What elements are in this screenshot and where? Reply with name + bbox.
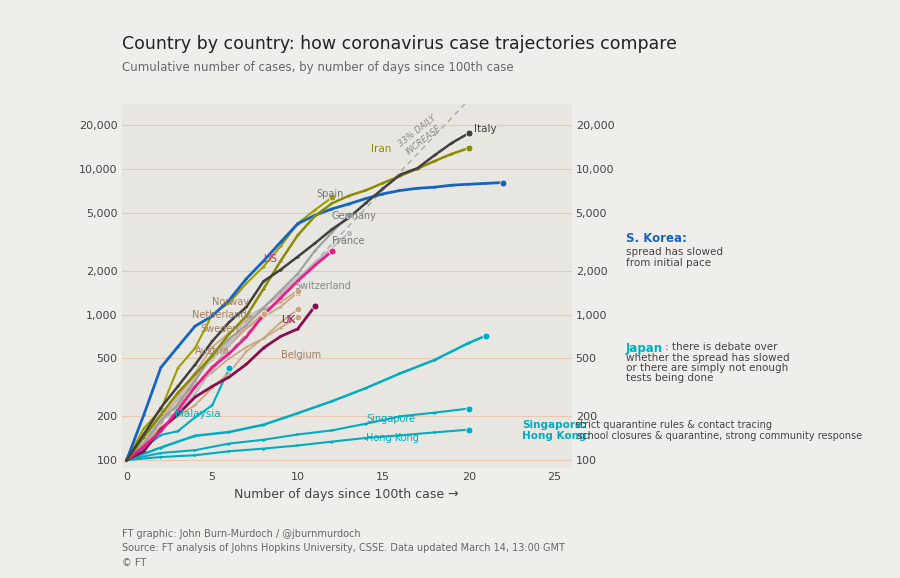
Text: UK: UK [281, 315, 295, 325]
Text: S. Korea:: S. Korea: [626, 232, 687, 245]
Text: France: France [332, 236, 365, 246]
Text: spread has slowed: spread has slowed [626, 247, 723, 257]
Text: Belgium: Belgium [281, 350, 320, 360]
Text: Iran: Iran [372, 144, 392, 154]
Text: whether the spread has slowed: whether the spread has slowed [626, 353, 789, 362]
Text: strict quarantine rules & contact tracing: strict quarantine rules & contact tracin… [572, 420, 771, 430]
Text: 33% DAILY
INCREASE: 33% DAILY INCREASE [397, 114, 445, 157]
Text: Sweden: Sweden [200, 324, 239, 335]
Text: : there is debate over: : there is debate over [665, 342, 778, 352]
Text: from initial pace: from initial pace [626, 258, 711, 268]
Text: Singapore:: Singapore: [522, 420, 586, 430]
Text: Japan: Japan [626, 342, 662, 355]
Text: Hong Kong: Hong Kong [366, 432, 419, 443]
Text: Switzerland: Switzerland [294, 281, 351, 291]
Text: Netherlands: Netherlands [192, 310, 251, 320]
Text: Source: FT analysis of Johns Hopkins University, CSSE. Data updated March 14, 13: Source: FT analysis of Johns Hopkins Uni… [122, 543, 564, 553]
Text: Hong Kong:: Hong Kong: [522, 431, 590, 442]
Text: Country by country: how coronavirus case trajectories compare: Country by country: how coronavirus case… [122, 35, 677, 53]
Text: or there are simply not enough: or there are simply not enough [626, 363, 788, 373]
Text: Malaysia: Malaysia [175, 409, 220, 419]
Text: © FT: © FT [122, 558, 146, 568]
Text: Cumulative number of cases, by number of days since 100th case: Cumulative number of cases, by number of… [122, 61, 513, 73]
Text: school closures & quarantine, strong community response: school closures & quarantine, strong com… [574, 431, 862, 442]
Text: Norway: Norway [212, 297, 249, 307]
Text: Italy: Italy [474, 124, 497, 134]
Text: tests being done: tests being done [626, 373, 713, 383]
X-axis label: Number of days since 100th case →: Number of days since 100th case → [234, 488, 459, 501]
Text: Singapore: Singapore [366, 413, 415, 424]
Text: Spain: Spain [317, 190, 344, 199]
Text: Germany: Germany [332, 211, 377, 221]
Text: FT graphic: John Burn-Murdoch / @jburnmurdoch: FT graphic: John Burn-Murdoch / @jburnmu… [122, 529, 360, 539]
Text: US: US [264, 254, 277, 264]
Text: Austria: Austria [195, 346, 230, 355]
